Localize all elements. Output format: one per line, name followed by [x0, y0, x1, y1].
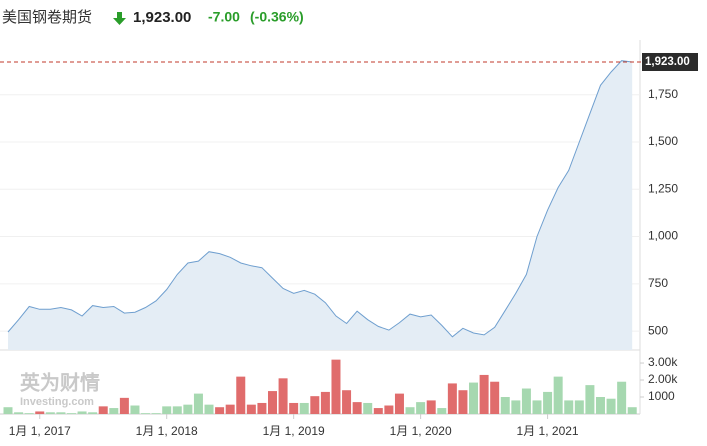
y-tick-label: 750: [648, 276, 668, 290]
volume-bar: [458, 390, 468, 414]
volume-bar: [56, 412, 66, 414]
volume-bar: [109, 408, 119, 414]
volume-bar: [320, 391, 330, 414]
volume-bar: [342, 390, 352, 414]
y-tick-label: 500: [648, 323, 668, 337]
volume-bar: [363, 402, 373, 414]
y-tick-label: 1,500: [648, 134, 678, 148]
volume-bar: [426, 400, 436, 414]
volume-bar: [627, 407, 637, 414]
volume-bar: [151, 413, 161, 414]
volume-bar: [119, 397, 129, 414]
volume-bar: [24, 413, 34, 414]
volume-bar: [225, 404, 235, 414]
volume-bar: [331, 359, 341, 414]
volume-bar: [162, 406, 172, 414]
volume-bar: [521, 388, 531, 414]
change: -7.00: [208, 9, 240, 25]
volume-bar: [66, 413, 76, 414]
volume-bar: [278, 378, 288, 414]
watermark-brand: 英为财情: [20, 370, 100, 394]
volume-bar: [416, 402, 426, 414]
x-tick-label: 1月 1, 2019: [263, 424, 325, 438]
volume-bar: [511, 400, 521, 414]
last-price-label: 1,923.00: [645, 56, 690, 68]
volume-bar: [257, 402, 267, 414]
volume-bar: [193, 393, 203, 414]
volume-bar: [45, 412, 55, 414]
chart-title: 美国钢卷期货: [2, 9, 92, 26]
volume-bar: [606, 398, 616, 414]
volume-bar: [617, 381, 627, 414]
volume-bar: [130, 405, 140, 414]
change-pct: (-0.36%): [250, 9, 304, 25]
volume-bar: [35, 411, 45, 414]
x-tick-label: 1月 1, 2017: [9, 424, 71, 438]
volume-bar: [98, 406, 108, 414]
volume-bar: [384, 405, 394, 414]
volume-bar: [543, 391, 553, 414]
area-fill: [8, 60, 633, 350]
volume-bar: [574, 400, 584, 414]
volume-tick-label: 3.00k: [648, 355, 678, 369]
volume-bar: [246, 404, 256, 414]
volume-bar: [352, 402, 362, 414]
volume-bar: [299, 402, 309, 414]
x-tick-label: 1月 1, 2018: [136, 424, 198, 438]
volume-bar: [236, 376, 246, 414]
volume-bar: [141, 413, 151, 414]
volume-bar: [3, 407, 13, 414]
last-price-box: [642, 52, 698, 71]
volume-tick-label: 1000: [648, 389, 675, 403]
y-tick-label: 1,250: [648, 181, 678, 195]
volume-tick-label: 2.00k: [648, 372, 678, 386]
y-tick-label: 1,750: [648, 87, 678, 101]
price: 1,923.00: [133, 9, 191, 26]
volume-bar: [310, 396, 320, 414]
volume-bar: [437, 408, 447, 414]
down-arrow: [113, 12, 126, 25]
volume-bar: [14, 412, 24, 414]
volume-bar: [595, 397, 605, 414]
volume-bar: [585, 385, 595, 414]
volume-bar: [88, 412, 98, 414]
y-tick-label: 1,000: [648, 229, 678, 243]
volume-bar: [215, 407, 225, 414]
volume-bar: [373, 408, 383, 414]
volume-bar: [479, 374, 489, 414]
volume-bar: [172, 406, 182, 414]
volume-bar: [532, 400, 542, 414]
volume-bar: [500, 397, 510, 414]
watermark-site: Investing.com: [20, 396, 94, 408]
volume-bar: [564, 400, 574, 414]
volume-bar: [490, 381, 500, 414]
volume-bar: [405, 407, 415, 414]
volume-bar: [447, 383, 457, 414]
volume-bar: [204, 404, 214, 414]
volume-bar: [183, 404, 193, 414]
volume-bar: [469, 382, 479, 414]
x-tick-label: 1月 1, 2020: [390, 424, 452, 438]
volume-bar: [268, 391, 277, 414]
volume-bar: [553, 376, 563, 414]
x-tick-label: 1月 1, 2021: [517, 424, 579, 438]
volume-bar: [289, 402, 299, 414]
price-line: [7, 60, 633, 338]
volume-bar: [77, 411, 87, 414]
volume-bar: [394, 393, 404, 414]
